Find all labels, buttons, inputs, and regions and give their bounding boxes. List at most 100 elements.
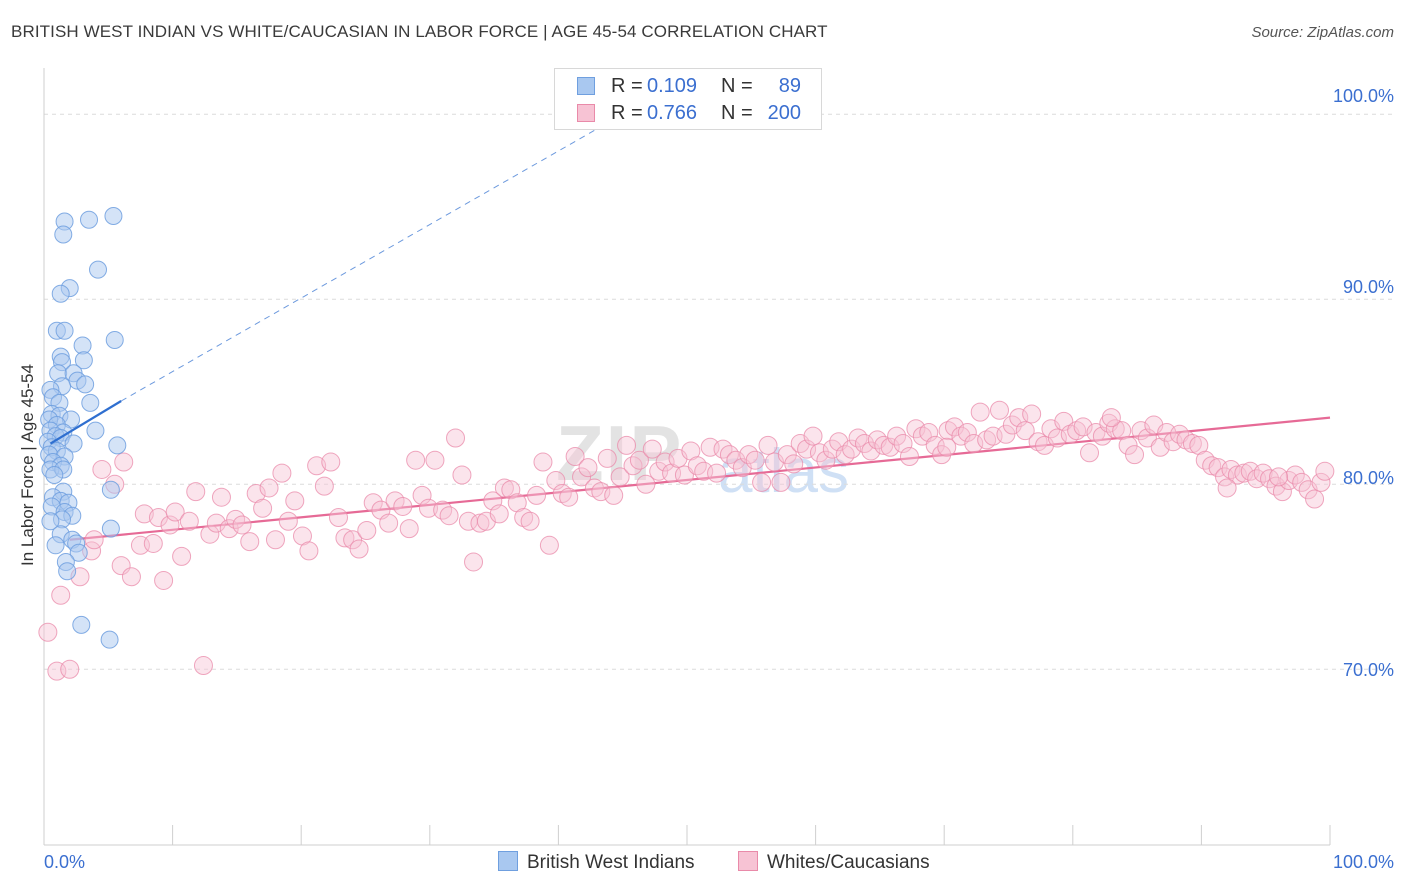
data-point-pink: [349, 539, 369, 559]
data-point-pink: [1217, 478, 1237, 498]
data-point-pink: [1202, 456, 1222, 476]
data-point-pink: [745, 450, 765, 470]
data-point-pink: [51, 585, 71, 605]
data-point-pink: [520, 511, 540, 531]
data-point-pink: [206, 513, 226, 533]
data-point-pink: [154, 570, 174, 590]
data-point-pink: [464, 552, 484, 572]
data-point-pink: [363, 493, 383, 513]
y-tick-label-80: 80.0%: [1342, 468, 1394, 488]
data-point-pink: [1234, 463, 1254, 483]
data-point-pink: [964, 434, 984, 454]
data-point-pink: [1305, 489, 1325, 509]
r-value: 0.109: [647, 75, 698, 97]
data-point-pink: [533, 452, 553, 472]
data-point-pink: [321, 452, 341, 472]
data-point-pink: [226, 509, 246, 529]
data-point-pink: [446, 428, 466, 448]
data-point-pink: [314, 476, 334, 496]
data-point-pink: [211, 487, 231, 507]
data-point-pink: [977, 430, 997, 450]
blue-swatch: [577, 77, 595, 95]
data-point-pink: [591, 482, 611, 502]
data-point-pink: [240, 532, 260, 552]
data-point-pink: [1176, 430, 1196, 450]
data-point-pink: [385, 491, 405, 511]
data-point-pink: [937, 437, 957, 457]
data-point-blue: [76, 375, 95, 394]
data-point-pink: [186, 482, 206, 502]
data-point-pink: [784, 454, 804, 474]
data-point-pink: [1182, 434, 1202, 454]
data-point-pink: [842, 439, 862, 459]
data-point-pink: [259, 478, 279, 498]
data-point-blue: [104, 207, 123, 225]
data-point-pink: [623, 456, 643, 476]
data-point-pink: [944, 417, 964, 437]
data-point-pink: [272, 463, 292, 483]
data-point-pink: [1125, 445, 1145, 465]
source-label: Source: ZipAtlas.com: [1251, 24, 1394, 41]
data-point-pink: [219, 519, 239, 539]
x-tick-label-max: 100.0%: [1332, 852, 1394, 872]
data-point-pink: [232, 515, 252, 535]
data-point-pink: [393, 496, 413, 516]
data-point-pink: [60, 659, 80, 679]
data-point-pink: [629, 450, 649, 470]
data-point-pink: [1028, 432, 1048, 452]
r-label: R =: [611, 102, 643, 124]
data-point-pink: [636, 474, 656, 494]
data-point-pink: [874, 435, 894, 455]
data-point-blue: [72, 615, 91, 634]
data-point-pink: [179, 511, 199, 531]
data-point-pink: [1067, 421, 1087, 441]
data-point-pink: [687, 456, 707, 476]
data-point-pink: [399, 519, 419, 539]
data-point-pink: [160, 515, 180, 535]
data-point-pink: [200, 524, 220, 544]
trend-extension-blue: [120, 113, 623, 402]
data-point-pink: [489, 504, 509, 524]
data-point-pink: [527, 485, 547, 505]
data-point-pink: [861, 441, 881, 461]
data-point-pink: [1221, 459, 1241, 479]
data-point-pink: [835, 445, 855, 465]
data-point-pink: [425, 450, 445, 470]
r-value: 0.766: [647, 102, 698, 124]
data-point-pink: [777, 445, 797, 465]
data-point-pink: [514, 508, 534, 528]
data-point-pink: [719, 445, 739, 465]
data-point-pink: [285, 491, 305, 511]
data-point-pink: [816, 450, 836, 470]
n-label: N =: [721, 75, 753, 97]
data-point-pink: [148, 508, 168, 528]
series-british-west-indians: [38, 207, 127, 649]
data-point-pink: [617, 435, 637, 455]
data-point-pink: [938, 421, 958, 441]
series-whites-caucasians: [38, 400, 1335, 681]
legend-label: British West Indians: [527, 852, 695, 873]
data-point-pink: [121, 567, 141, 587]
data-point-pink: [912, 426, 932, 446]
stats-legend: R = 0.109 N = 89 R = 0.766 N = 200: [554, 68, 822, 130]
r-label: R =: [611, 75, 643, 97]
data-point-pink: [1285, 465, 1305, 485]
data-point-pink: [419, 498, 439, 518]
y-axis-label: In Labor Force | Age 45-54: [18, 364, 37, 566]
x-tick-label-min: 0.0%: [44, 852, 86, 872]
data-point-pink: [970, 402, 990, 422]
n-label: N =: [721, 102, 753, 124]
data-point-pink: [771, 472, 791, 492]
data-point-pink: [1073, 417, 1093, 437]
data-point-pink: [406, 450, 426, 470]
data-point-blue: [51, 284, 70, 303]
data-point-pink: [906, 419, 926, 439]
data-point-blue: [86, 421, 105, 440]
data-point-pink: [803, 426, 823, 446]
data-point-blue: [81, 393, 100, 412]
data-point-blue: [46, 536, 65, 555]
data-point-blue: [101, 519, 120, 538]
data-point-pink: [604, 485, 624, 505]
data-point-pink: [439, 506, 459, 526]
